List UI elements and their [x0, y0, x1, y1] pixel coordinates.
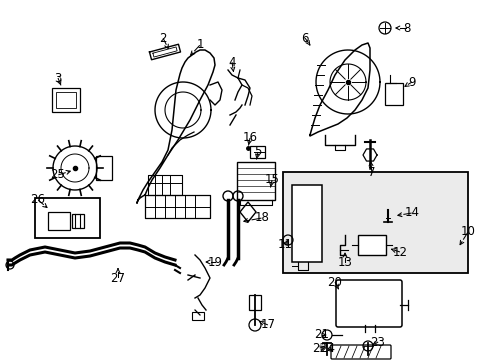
Bar [237, 162, 274, 200]
Text: 22: 22 [312, 342, 327, 355]
Bar [72, 214, 84, 228]
Text: 14: 14 [404, 207, 419, 220]
Bar [35, 198, 100, 238]
Bar [48, 212, 70, 230]
Bar [52, 88, 80, 112]
Text: 15: 15 [264, 174, 279, 186]
Text: 6: 6 [301, 31, 308, 45]
Text: 25: 25 [50, 168, 65, 181]
Text: 7: 7 [367, 166, 375, 180]
Text: 17: 17 [260, 319, 275, 332]
Text: 27: 27 [110, 271, 125, 284]
Text: 12: 12 [392, 246, 407, 258]
Bar [357, 235, 385, 255]
Text: 23: 23 [370, 336, 385, 348]
Bar [283, 172, 467, 273]
Text: 19: 19 [207, 256, 222, 269]
Text: 11: 11 [277, 238, 292, 252]
Text: 8: 8 [403, 22, 410, 35]
Bar [192, 312, 203, 320]
Text: 24: 24 [320, 342, 335, 355]
Text: 9: 9 [407, 76, 415, 89]
Text: 16: 16 [242, 131, 257, 144]
Bar [384, 83, 402, 105]
Bar [248, 295, 261, 310]
Text: 4: 4 [228, 55, 235, 68]
Bar [291, 185, 321, 262]
Text: 3: 3 [54, 72, 61, 85]
Bar [96, 156, 112, 180]
Bar [249, 146, 264, 158]
Text: 20: 20 [327, 275, 342, 288]
Text: 26: 26 [30, 193, 45, 207]
Text: 21: 21 [314, 328, 329, 342]
Text: 18: 18 [254, 211, 269, 225]
Text: 2: 2 [159, 31, 166, 45]
Text: 1: 1 [196, 39, 203, 51]
Text: 5: 5 [254, 145, 261, 158]
Bar [56, 92, 76, 108]
Text: 10: 10 [460, 225, 474, 238]
Text: 13: 13 [337, 256, 352, 269]
